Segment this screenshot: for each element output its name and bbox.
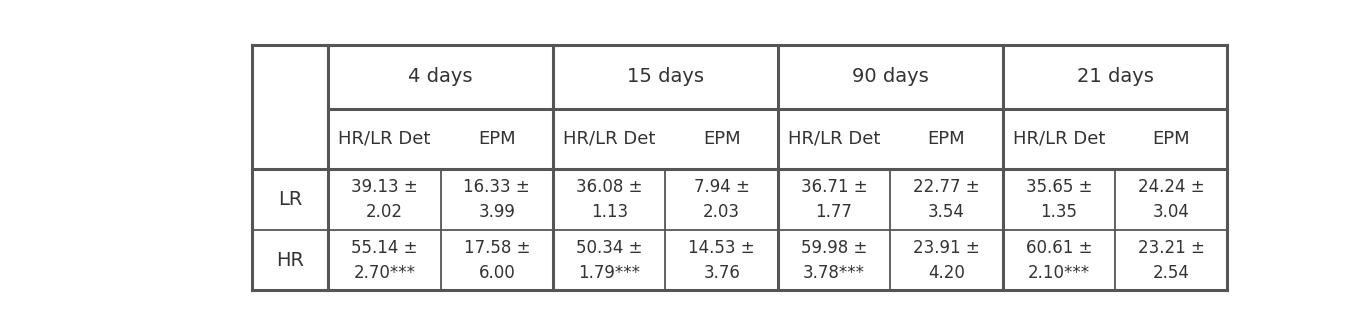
Text: 24.24 ±
3.04: 24.24 ± 3.04	[1138, 178, 1204, 221]
Text: 55.14 ±
2.70***: 55.14 ± 2.70***	[351, 239, 418, 282]
Text: HR/LR Det: HR/LR Det	[1013, 130, 1106, 148]
Text: 50.34 ±
1.79***: 50.34 ± 1.79***	[576, 239, 643, 282]
Text: 60.61 ±
2.10***: 60.61 ± 2.10***	[1025, 239, 1092, 282]
Text: 7.94 ±
2.03: 7.94 ± 2.03	[693, 178, 749, 221]
Text: EPM: EPM	[703, 130, 740, 148]
Text: EPM: EPM	[1152, 130, 1190, 148]
Text: EPM: EPM	[478, 130, 516, 148]
Text: 4 days: 4 days	[408, 67, 472, 86]
Text: HR/LR Det: HR/LR Det	[562, 130, 655, 148]
Text: 23.91 ±
4.20: 23.91 ± 4.20	[913, 239, 980, 282]
Text: 15 days: 15 days	[627, 67, 704, 86]
Text: HR/LR Det: HR/LR Det	[788, 130, 880, 148]
Text: HR/LR Det: HR/LR Det	[339, 130, 430, 148]
Text: HR: HR	[276, 251, 304, 270]
Text: 22.77 ±
3.54: 22.77 ± 3.54	[913, 178, 980, 221]
Text: 21 days: 21 days	[1077, 67, 1153, 86]
Text: 14.53 ±
3.76: 14.53 ± 3.76	[688, 239, 755, 282]
Text: 17.58 ±
6.00: 17.58 ± 6.00	[464, 239, 530, 282]
Text: 23.21 ±
2.54: 23.21 ± 2.54	[1138, 239, 1205, 282]
Text: LR: LR	[278, 190, 303, 209]
Text: 36.71 ±
1.77: 36.71 ± 1.77	[801, 178, 867, 221]
Text: EPM: EPM	[928, 130, 965, 148]
Text: 39.13 ±
2.02: 39.13 ± 2.02	[351, 178, 418, 221]
Text: 35.65 ±
1.35: 35.65 ± 1.35	[1025, 178, 1092, 221]
Text: 36.08 ±
1.13: 36.08 ± 1.13	[576, 178, 643, 221]
Text: 16.33 ±
3.99: 16.33 ± 3.99	[464, 178, 530, 221]
Text: 59.98 ±
3.78***: 59.98 ± 3.78***	[801, 239, 867, 282]
Text: 90 days: 90 days	[852, 67, 928, 86]
